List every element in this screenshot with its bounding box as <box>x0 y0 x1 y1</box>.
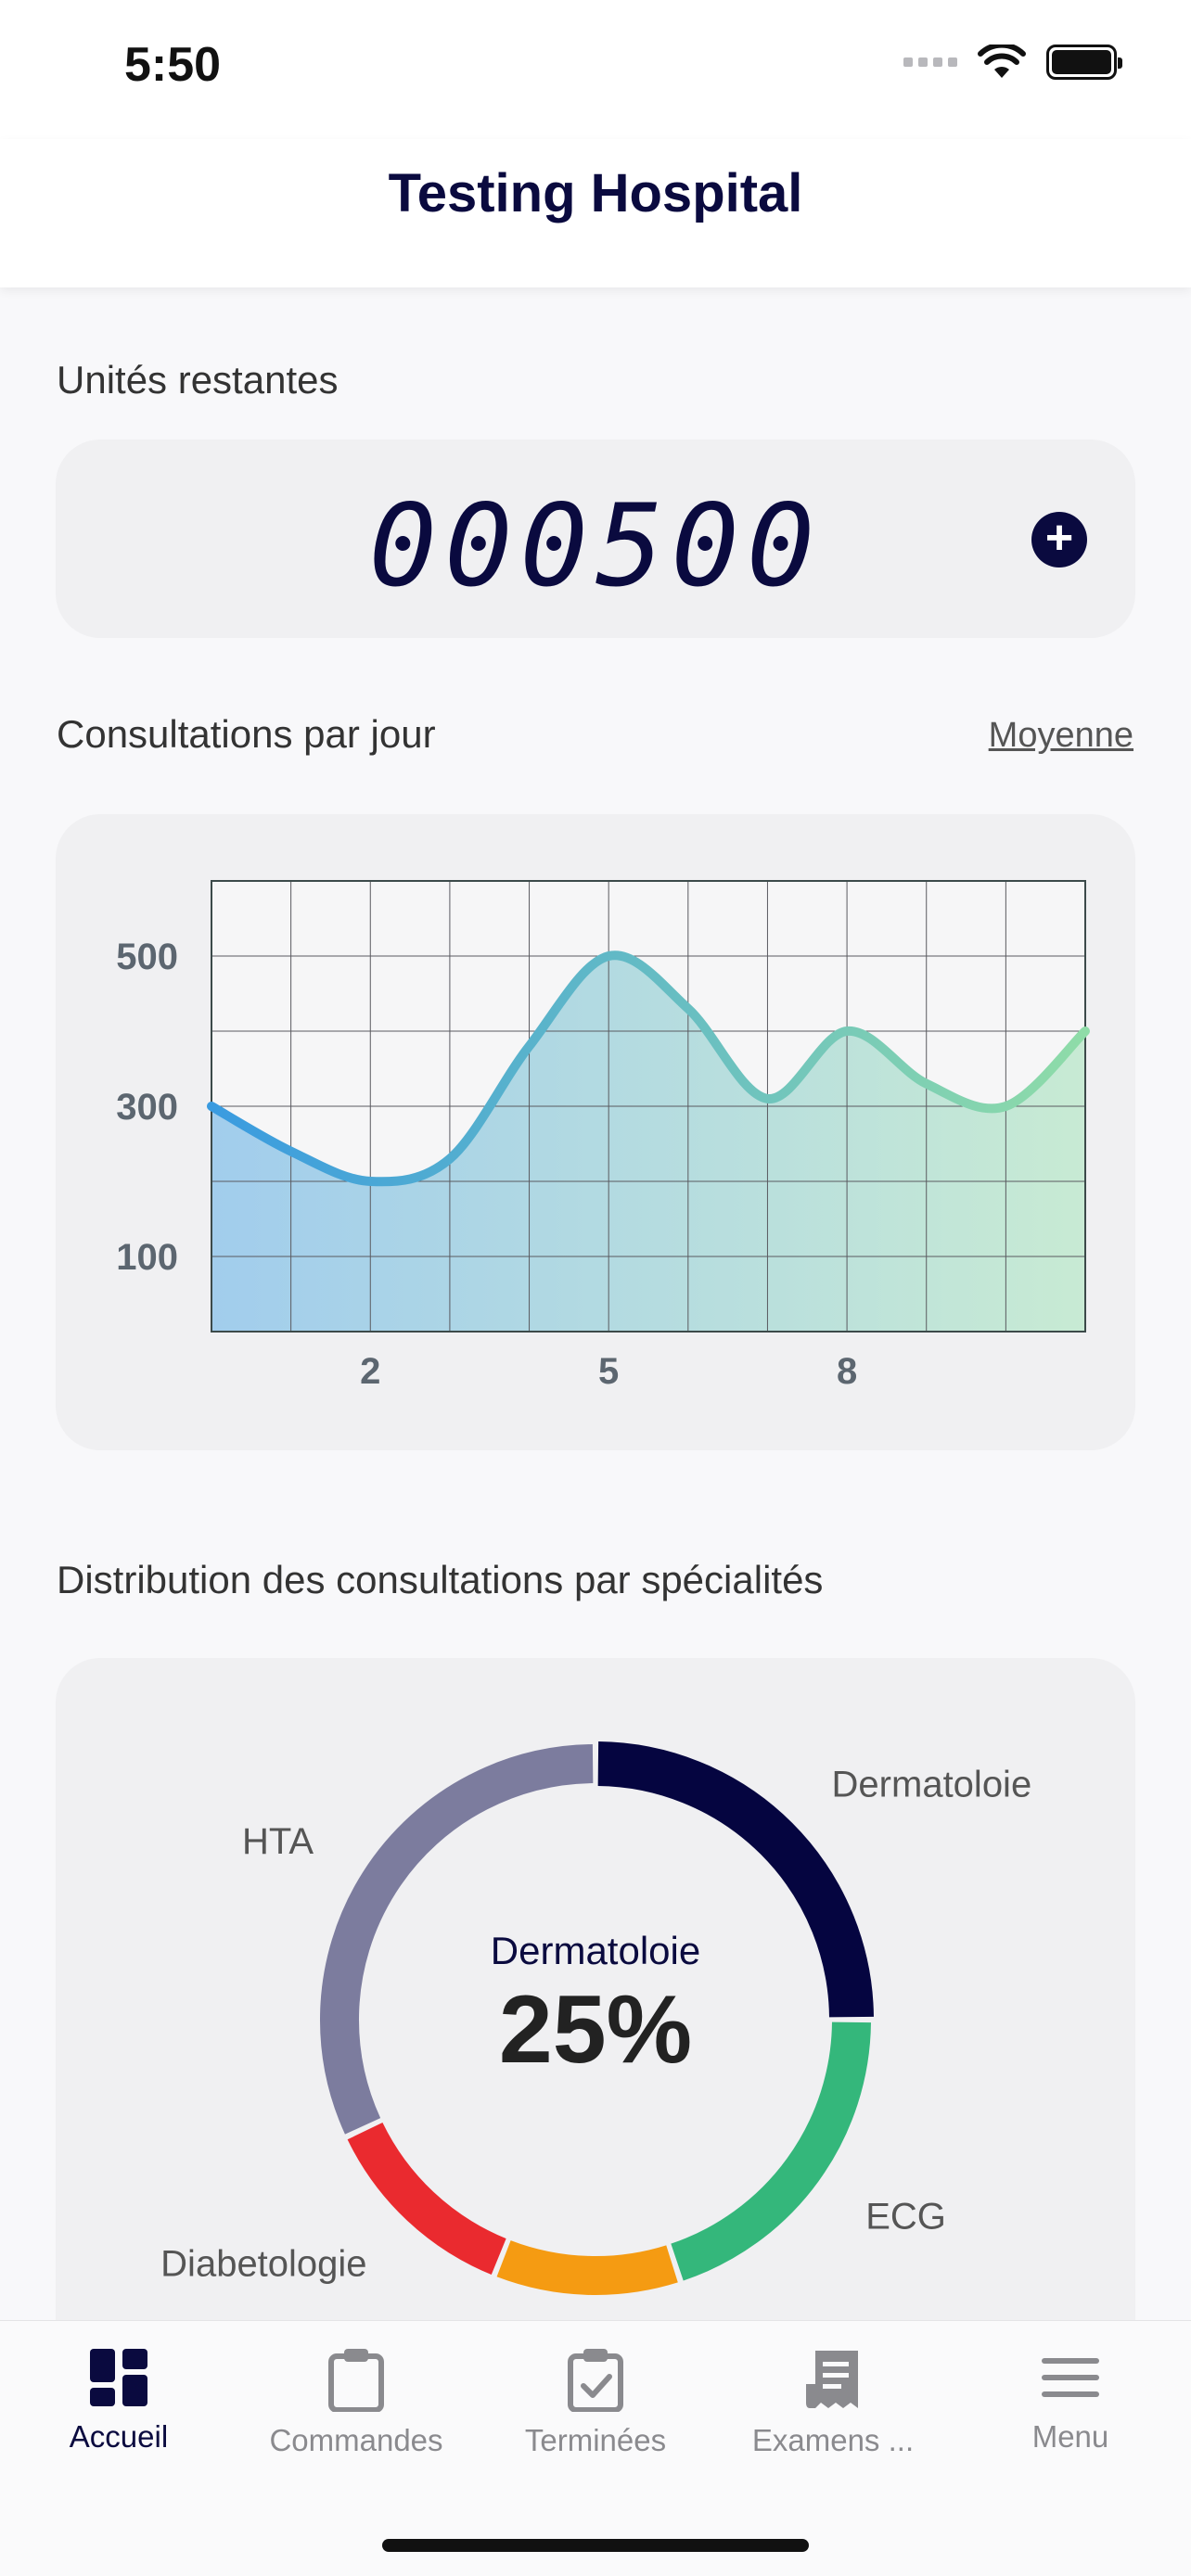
distribution-donut-chart: Dermatoloie 25% Dermatoloie ECG Diabetolog… <box>160 1741 1032 2295</box>
consultations-chart-card: 500 300 100 2 5 8 <box>56 814 1135 1450</box>
donut-segment <box>671 2021 871 2281</box>
clipboard-check-icon <box>568 2349 623 2412</box>
units-value: 000500 <box>368 480 823 612</box>
units-card: 000500 + <box>56 440 1135 638</box>
donut-segment-label: Diabetologie <box>160 2243 366 2284</box>
x-tick-label: 5 <box>598 1351 619 1392</box>
donut-center-value: 25% <box>499 1976 692 2084</box>
units-label: Unités restantes <box>57 358 339 402</box>
plus-circle-icon[interactable]: + <box>1031 512 1087 567</box>
donut-segment-label: ECG <box>865 2197 946 2238</box>
tab-terminees-label: Terminées <box>524 2423 667 2457</box>
tab-accueil-label: Accueil <box>69 2419 169 2454</box>
status-time: 5:50 <box>124 38 222 92</box>
tab-terminees[interactable]: Terminées <box>477 2347 714 2458</box>
donut-segment <box>496 2239 678 2295</box>
consultations-chart: 500 300 100 2 5 8 <box>116 880 1090 1392</box>
tab-menu[interactable]: Menu <box>952 2347 1189 2455</box>
tab-menu-label: Menu <box>1031 2419 1109 2454</box>
tab-examens[interactable]: Examens ... <box>714 2347 952 2458</box>
donut-segment <box>320 1744 594 2135</box>
y-tick-label: 500 <box>116 937 178 977</box>
page-title: Testing Hospital <box>388 162 803 223</box>
receipt-icon <box>806 2351 858 2408</box>
x-tick-label: 8 <box>837 1351 857 1392</box>
status-bar: 5:50 <box>0 0 1191 139</box>
y-tick-label: 100 <box>116 1237 178 1278</box>
series-line <box>207 950 1090 1187</box>
donut-segment <box>347 2122 506 2275</box>
tab-examens-label: Examens ... <box>751 2423 915 2457</box>
chart-area-fill <box>211 955 1085 1332</box>
consultations-label: Consultations par jour <box>57 712 436 756</box>
donut-segment <box>597 1741 874 2018</box>
tab-accueil[interactable]: Accueil <box>0 2347 237 2455</box>
battery-icon <box>1046 45 1122 80</box>
grid-icon <box>90 2349 147 2406</box>
cellular-signal-icon <box>903 57 957 67</box>
nav-header: Testing Hospital <box>0 139 1191 287</box>
moyenne-link[interactable]: Moyenne <box>988 716 1133 755</box>
tab-commandes-label: Commandes <box>269 2423 443 2457</box>
x-tick-label: 2 <box>360 1351 380 1392</box>
donut-segment-label: HTA <box>242 1821 314 1862</box>
donut-center-label: Dermatoloie <box>491 1929 700 1972</box>
status-icons <box>903 45 1122 80</box>
y-tick-label: 300 <box>116 1087 178 1128</box>
menu-icon <box>1042 2358 1099 2397</box>
tab-commandes[interactable]: Commandes <box>237 2347 475 2458</box>
wifi-icon <box>978 45 1026 78</box>
tab-bar: Accueil Commandes Terminées Examens ... <box>0 2320 1191 2576</box>
donut-segment-label: Dermatoloie <box>832 1764 1032 1804</box>
distribution-label: Distribution des consultations par spéci… <box>57 1558 824 1601</box>
home-indicator <box>382 2539 809 2552</box>
clipboard-icon <box>328 2349 384 2412</box>
